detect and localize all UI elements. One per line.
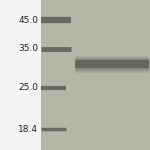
Text: 45.0: 45.0 xyxy=(18,16,38,25)
Text: 25.0: 25.0 xyxy=(18,83,38,92)
Text: 18.4: 18.4 xyxy=(18,124,38,134)
FancyBboxPatch shape xyxy=(0,0,40,150)
Text: 35.0: 35.0 xyxy=(18,44,38,53)
